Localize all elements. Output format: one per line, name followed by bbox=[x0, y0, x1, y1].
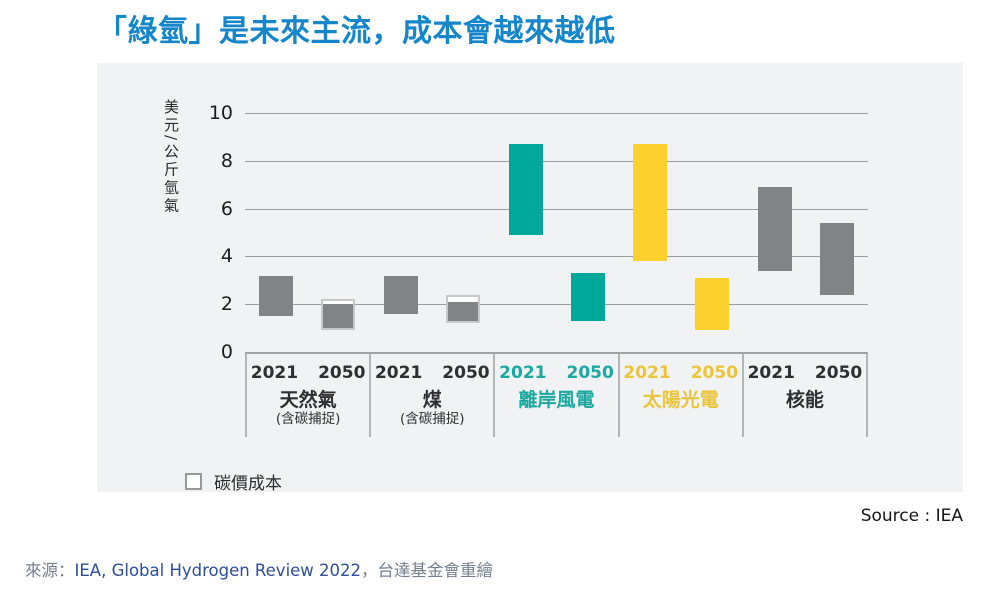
x-group-name: 天然氣 bbox=[279, 389, 337, 411]
gridline bbox=[245, 256, 868, 258]
x-year-label: 2050 bbox=[566, 363, 614, 383]
y-tick-label: 0 bbox=[220, 341, 233, 363]
y-tick-label: 8 bbox=[220, 149, 233, 172]
x-group-name: 太陽光電 bbox=[642, 389, 719, 411]
bar-天然氣-2050 bbox=[321, 299, 356, 331]
bar-離岸風電-2050 bbox=[570, 273, 605, 321]
x-year-label: 2021 bbox=[250, 363, 299, 383]
x-group-name: 離岸風電 bbox=[518, 389, 595, 411]
chart-panel: 美元/公斤氫氣 0 2 4 6 8 10 2021 2050 天然氣 (含碳捕捉) 2021 205… bbox=[97, 63, 963, 494]
x-year-label: 2050 bbox=[442, 363, 490, 383]
x-year-label: 2021 bbox=[747, 363, 795, 383]
y-tick-label: 10 bbox=[208, 102, 233, 124]
y-tick-label: 4 bbox=[220, 245, 233, 268]
bar-太陽光電-2050 bbox=[695, 277, 730, 331]
gridline bbox=[245, 208, 868, 210]
x-year-label: 2050 bbox=[690, 363, 739, 383]
x-group-subtitle: (含碳捕捉) bbox=[275, 411, 341, 427]
legend: 碳價成本 bbox=[185, 469, 282, 494]
bar-range-fill bbox=[447, 301, 478, 322]
bar-核能-2021 bbox=[757, 187, 792, 271]
x-year-label: 2021 bbox=[623, 363, 671, 383]
x-group-核能: 2021 2050 核能 bbox=[741, 354, 869, 437]
bar-離岸風電-2021 bbox=[508, 144, 543, 235]
carbon-cost-swatch-icon bbox=[185, 473, 202, 490]
y-axis-label: 美元/公斤氫氣 bbox=[162, 99, 180, 216]
x-group-name: 核能 bbox=[785, 389, 824, 411]
x-group-太陽光電: 2021 2050 太陽光電 bbox=[617, 354, 742, 437]
bar-太陽光電-2021 bbox=[633, 144, 668, 262]
x-year-label: 2050 bbox=[814, 363, 863, 383]
y-tick-label: 2 bbox=[220, 293, 233, 316]
x-year-label: 2050 bbox=[318, 363, 366, 383]
x-year-label: 2021 bbox=[499, 363, 547, 383]
plot-area bbox=[245, 63, 868, 352]
bar-range-fill bbox=[323, 304, 354, 329]
bar-天然氣-2021 bbox=[259, 275, 294, 317]
y-tick-label: 6 bbox=[220, 197, 233, 220]
x-year-label: 2021 bbox=[374, 363, 423, 383]
x-group-name: 煤 bbox=[422, 389, 442, 411]
legend-label: 碳價成本 bbox=[214, 474, 282, 494]
bar-核能-2050 bbox=[819, 222, 854, 295]
gridline bbox=[245, 304, 868, 306]
caption: 來源：IEA, Global Hydrogen Review 2022，台達基金… bbox=[25, 557, 493, 581]
caption-suffix: ，台達基金會重繪 bbox=[361, 561, 494, 580]
x-group-天然氣: 2021 2050 天然氣 (含碳捕捉) bbox=[245, 354, 369, 437]
bar-煤-2050 bbox=[445, 294, 480, 324]
gridline bbox=[245, 160, 868, 162]
bar-煤-2021 bbox=[383, 275, 418, 314]
x-axis-groups: 2021 2050 天然氣 (含碳捕捉) 2021 2050 煤 (含碳捕捉) 2021 2050… bbox=[245, 352, 869, 437]
x-group-離岸風電: 2021 2050 離岸風電 bbox=[493, 354, 617, 437]
source-note: Source : IEA bbox=[860, 506, 963, 526]
x-group-煤: 2021 2050 煤 (含碳捕捉) bbox=[369, 354, 493, 437]
page-title: 「綠氫」是未來主流，成本會越來越低 bbox=[97, 14, 616, 49]
caption-prefix: 來源： bbox=[25, 561, 75, 580]
caption-source: IEA, Global Hydrogen Review 2022 bbox=[74, 561, 362, 580]
gridline bbox=[245, 113, 868, 114]
x-group-subtitle: (含碳捕捉) bbox=[400, 411, 465, 427]
